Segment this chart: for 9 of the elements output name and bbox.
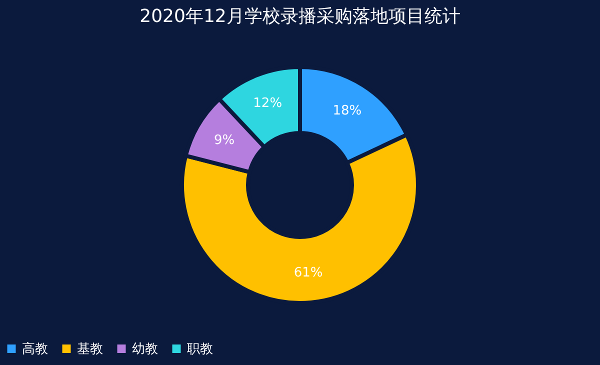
data-label: 18% [332, 104, 362, 119]
legend-label: 高教 [22, 340, 48, 357]
legend-label: 幼教 [132, 342, 158, 357]
chart-title: 2020年12月学校录播采购落地项目统计 [140, 6, 460, 27]
legend-label: 基教 [77, 342, 103, 357]
legend-label: 职教 [187, 342, 213, 357]
data-label: 61% [294, 266, 323, 281]
data-label: 12% [253, 96, 282, 112]
data-label: 9% [214, 133, 235, 148]
